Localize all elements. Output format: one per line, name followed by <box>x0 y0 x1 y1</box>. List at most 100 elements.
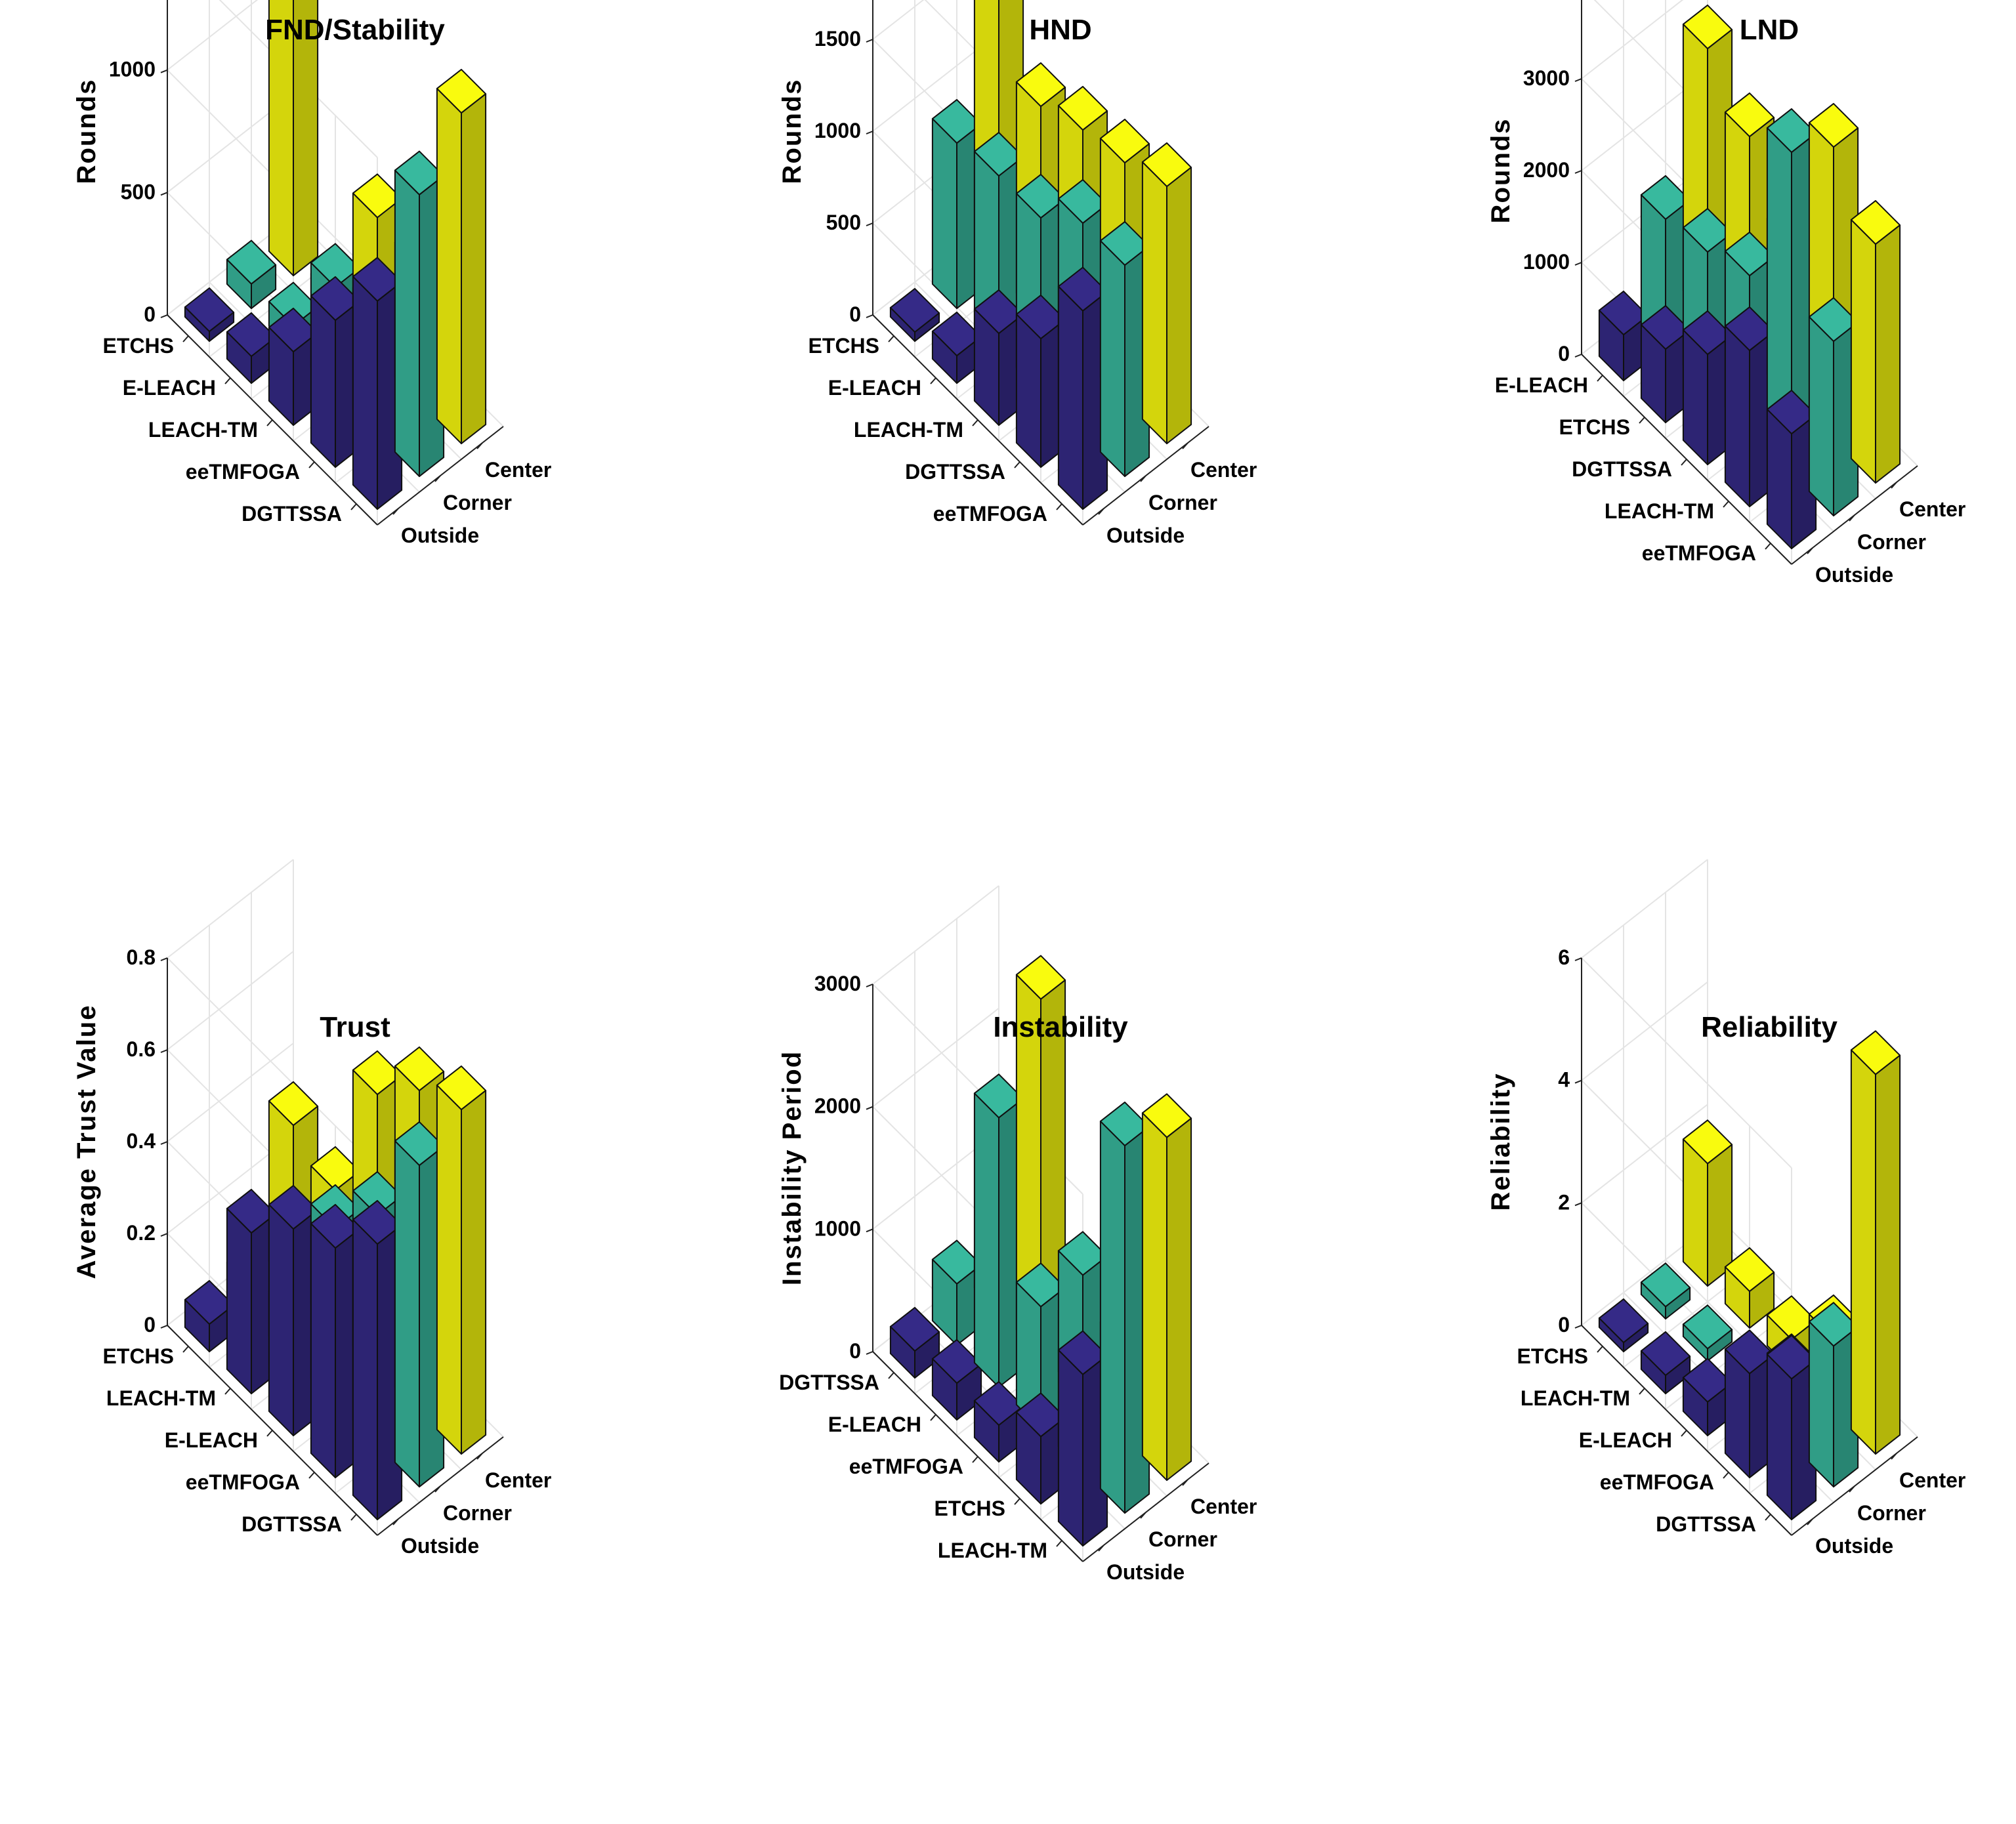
category-label-dgttssa: DGTTSSA <box>779 1371 879 1394</box>
category-label-eetmfoga: eeTMFOGA <box>186 460 300 484</box>
category-label-e-leach: E-LEACH <box>123 376 216 400</box>
bars <box>184 1046 487 1521</box>
series-label-corner: Corner <box>443 491 512 514</box>
z-tick-label: 6 <box>1558 945 1570 969</box>
z-tick-label: 500 <box>121 180 156 203</box>
bar-leach-tm-center <box>1724 1247 1775 1329</box>
category-label-eetmfoga: eeTMFOGA <box>933 502 1047 526</box>
z-tick-label: 3000 <box>814 972 861 995</box>
z-tick-label: 0.4 <box>127 1129 156 1153</box>
category-label-dgttssa: DGTTSSA <box>1572 457 1672 481</box>
category-label-leach-tm: LEACH-TM <box>1605 499 1714 523</box>
chart-title: Reliability <box>1701 1011 1838 1043</box>
category-label-leach-tm: LEACH-TM <box>938 1539 1047 1562</box>
series-label-center: Center <box>485 1468 551 1492</box>
series-label-center: Center <box>1190 458 1257 482</box>
series-label-corner: Corner <box>1148 491 1217 514</box>
category-label-etchs: ETCHS <box>103 1344 174 1368</box>
series-label-outside: Outside <box>1815 1534 1893 1558</box>
category-label-leach-tm: LEACH-TM <box>106 1386 216 1410</box>
z-tick-label: 4 <box>1558 1068 1570 1092</box>
axes: 01000200030004000eeTMFOGALEACH-TMDGTTSSA… <box>1495 0 1965 587</box>
series-label-outside: Outside <box>401 524 479 547</box>
category-label-etchs: ETCHS <box>103 334 174 358</box>
bar-eetmfoga-center <box>1141 142 1192 445</box>
series-label-outside: Outside <box>1106 1560 1185 1584</box>
bars <box>1598 4 1901 550</box>
category-label-dgttssa: DGTTSSA <box>242 1512 342 1536</box>
bar-leach-tm-center <box>1141 1093 1192 1482</box>
category-label-e-leach: E-LEACH <box>828 1413 921 1436</box>
category-label-leach-tm: LEACH-TM <box>1521 1386 1630 1410</box>
bars <box>184 0 487 510</box>
series-label-corner: Corner <box>443 1501 512 1525</box>
z-tick-label: 0 <box>849 1339 861 1363</box>
z-tick-label: 3000 <box>1523 66 1570 90</box>
category-label-dgttssa: DGTTSSA <box>242 502 342 526</box>
z-tick-label: 0.6 <box>127 1037 156 1061</box>
chart-title: LND <box>1740 14 1799 46</box>
bar-dgttssa-outside <box>1766 1335 1817 1521</box>
z-tick-label: 500 <box>826 211 861 234</box>
bar-etchs-corner <box>1640 1262 1691 1320</box>
z-tick-label: 0 <box>1558 1313 1570 1337</box>
category-label-leach-tm: LEACH-TM <box>854 418 963 442</box>
y-axis-label: Average Trust Value <box>72 1005 101 1279</box>
series-label-corner: Corner <box>1148 1527 1217 1551</box>
panel-trust: 0 0.2 0.4 0.6 0.8 DGTTSSA eeTMFOGA E-LEACH LEACH… <box>72 859 552 1558</box>
chart-title: FND/Stability <box>265 14 445 46</box>
bar-dgttssa-center <box>1850 1030 1901 1455</box>
series-label-outside: Outside <box>401 1534 479 1558</box>
z-tick-label: 2000 <box>1523 158 1570 182</box>
bars <box>1598 1030 1901 1521</box>
category-label-dgttssa: DGTTSSA <box>905 460 1005 484</box>
axes: 0500100015002000eeTMFOGADGTTSSALEACH-TME… <box>808 0 1257 547</box>
z-tick-label: 2000 <box>814 1094 861 1118</box>
chart-title: HND <box>1029 14 1091 46</box>
y-axis-label: Rounds <box>778 79 807 184</box>
y-axis-label: Rounds <box>1486 118 1515 224</box>
category-label-etchs: ETCHS <box>1559 415 1630 439</box>
bar-eetmfoga-outside <box>1766 389 1817 550</box>
axes: 0 2 4 6 DGTTSSA eeTMFOGA E-LEACH LEACH-TM ETCHS O… <box>1517 945 1966 1558</box>
z-tick-label: 1500 <box>814 27 861 51</box>
category-label-etchs: ETCHS <box>1517 1344 1588 1368</box>
bar-etchs-outside <box>1598 1298 1649 1353</box>
bar-etchs-outside <box>184 287 235 342</box>
z-tick-label: 2 <box>1558 1190 1570 1214</box>
bars <box>889 955 1192 1547</box>
series-label-center: Center <box>1899 497 1965 521</box>
bars <box>889 0 1192 510</box>
z-tick-label: 1000 <box>1523 250 1570 274</box>
bar-etchs-corner <box>226 239 277 310</box>
bar-e-leach-outside <box>931 1338 982 1421</box>
panel-fnd: 050010001500DGTTSSAeeTMFOGALEACH-TME-LEA… <box>72 0 551 547</box>
y-axis-label: Instability Period <box>778 1050 807 1285</box>
bar-etchs-center <box>1682 1119 1733 1287</box>
series-label-center: Center <box>485 458 551 482</box>
axes: 0 1000 2000 3000 LEACH-TM ETCHS eeTMFOGA E-LEAC… <box>779 972 1257 1584</box>
bar-leach-tm-corner <box>1682 1304 1733 1362</box>
axes: 0 0.2 0.4 0.6 0.8 DGTTSSA eeTMFOGA E-LEACH LEACH… <box>103 945 552 1558</box>
category-label-eetmfoga: eeTMFOGA <box>1642 541 1756 565</box>
z-tick-label: 0 <box>144 1313 156 1337</box>
series-label-corner: Corner <box>1857 530 1926 554</box>
panel-instability: 0 1000 2000 3000 LEACH-TM ETCHS eeTMFOGA E-LEAC… <box>778 885 1257 1584</box>
z-tick-label: 0 <box>144 302 156 326</box>
z-tick-label: 0 <box>849 302 861 326</box>
category-label-e-leach: E-LEACH <box>1495 373 1588 397</box>
series-label-center: Center <box>1190 1495 1257 1518</box>
axes: 050010001500DGTTSSAeeTMFOGALEACH-TME-LEA… <box>103 0 551 547</box>
bar-eetmfoga-center <box>1850 199 1901 484</box>
bar-dgttssa-center <box>436 68 487 445</box>
z-tick-label: 0 <box>1558 342 1570 365</box>
category-label-etchs: ETCHS <box>808 334 879 358</box>
category-label-dgttssa: DGTTSSA <box>1656 1512 1756 1536</box>
panel-reliability: 0 2 4 6 DGTTSSA eeTMFOGA E-LEACH LEACH-TM ETCHS O… <box>1486 859 1966 1558</box>
y-axis-label: Reliability <box>1486 1073 1515 1211</box>
bar-dgttssa-outside <box>889 1306 940 1379</box>
category-label-e-leach: E-LEACH <box>1579 1428 1672 1452</box>
chart-title: Trust <box>320 1011 390 1043</box>
bar-eetmfoga-outside <box>1057 266 1108 510</box>
z-tick-label: 1000 <box>814 119 861 142</box>
